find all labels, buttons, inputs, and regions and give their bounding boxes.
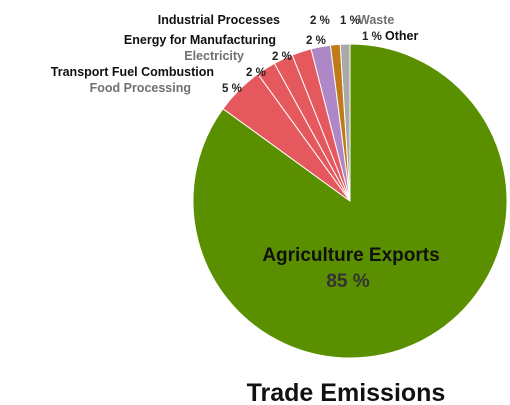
slice-value-energy-for-manufacturing: 2 % <box>306 35 326 47</box>
slice-value-agriculture-exports: 85 % <box>326 271 369 292</box>
slice-label-energy-for-manufacturing: Energy for Manufacturing <box>124 33 276 47</box>
slice-label-other: Other <box>385 29 418 43</box>
slice-value-electricity: 2 % <box>272 51 292 63</box>
slice-value-food-processing: 5 % <box>222 83 242 95</box>
slice-labels: Agriculture Exports 85 % Food Processing 5 … <box>51 13 440 292</box>
pie-slices <box>192 43 508 359</box>
slice-value-other: 1 % <box>362 31 382 43</box>
chart-title: Trade Emissions <box>247 379 446 405</box>
slice-value-industrial-processes: 2 % <box>310 15 330 27</box>
slice-label-electricity: Electricity <box>184 49 244 63</box>
slice-label-agriculture-exports: Agriculture Exports <box>262 245 439 266</box>
slice-value-waste: 1 % <box>340 15 360 27</box>
pie-slice-food-processing <box>222 73 351 202</box>
slice-label-food-processing: Food Processing <box>90 81 191 95</box>
slice-value-transport-fuel-combustion: 2 % <box>246 67 266 79</box>
slice-label-transport-fuel-combustion: Transport Fuel Combustion <box>51 65 214 79</box>
slice-label-waste: Waste <box>358 13 394 27</box>
slice-label-industrial-processes: Industrial Processes <box>158 13 280 27</box>
